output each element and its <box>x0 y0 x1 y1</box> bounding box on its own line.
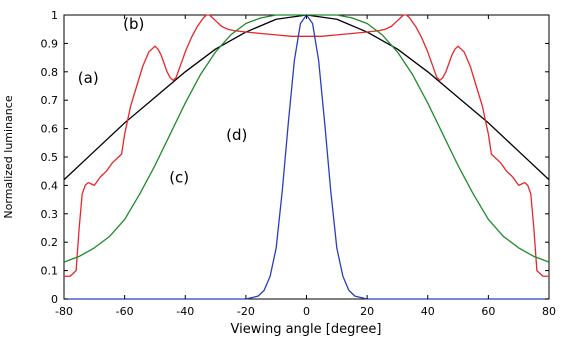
curve-label: (a) <box>78 69 99 87</box>
y-tick-label: 0.9 <box>41 37 59 50</box>
x-tick-label: 40 <box>421 305 435 318</box>
x-tick-label: 60 <box>481 305 495 318</box>
x-tick-label: -60 <box>116 305 134 318</box>
x-tick-label: 20 <box>360 305 374 318</box>
y-tick-label: 0.1 <box>41 265 59 278</box>
y-tick-label: 0 <box>51 293 58 306</box>
curve-label: (b) <box>123 15 144 33</box>
plot-area <box>63 14 550 300</box>
y-tick-label: 0.7 <box>41 94 59 107</box>
curve-label: (c) <box>169 169 189 187</box>
x-tick-label: -20 <box>237 305 255 318</box>
x-axis: -80 -60 -40 -20 0 20 40 60 80 <box>55 15 556 318</box>
y-tick-label: 0.2 <box>41 236 59 249</box>
annotations: (a) (b) (c) (d) <box>78 15 248 186</box>
y-axis: 0 0.1 0.2 0.3 0.4 0.5 0.6 0.7 0.8 0.9 1 <box>41 9 549 306</box>
y-tick-label: 0.6 <box>41 123 59 136</box>
x-tick-label: -40 <box>176 305 194 318</box>
y-axis-title: Normalized luminance <box>2 95 15 218</box>
x-tick-label: 0 <box>303 305 310 318</box>
y-tick-label: 1 <box>51 9 58 22</box>
x-axis-title: Viewing angle [degree] <box>231 322 382 337</box>
x-tick-label: 80 <box>542 305 556 318</box>
curve-label: (d) <box>226 126 247 144</box>
series-line-1 <box>64 14 549 277</box>
x-tick-label: -80 <box>55 305 73 318</box>
y-tick-label: 0.8 <box>41 66 59 79</box>
y-tick-label: 0.4 <box>41 179 59 192</box>
y-tick-label: 0.3 <box>41 208 59 221</box>
y-tick-label: 0.5 <box>41 151 59 164</box>
